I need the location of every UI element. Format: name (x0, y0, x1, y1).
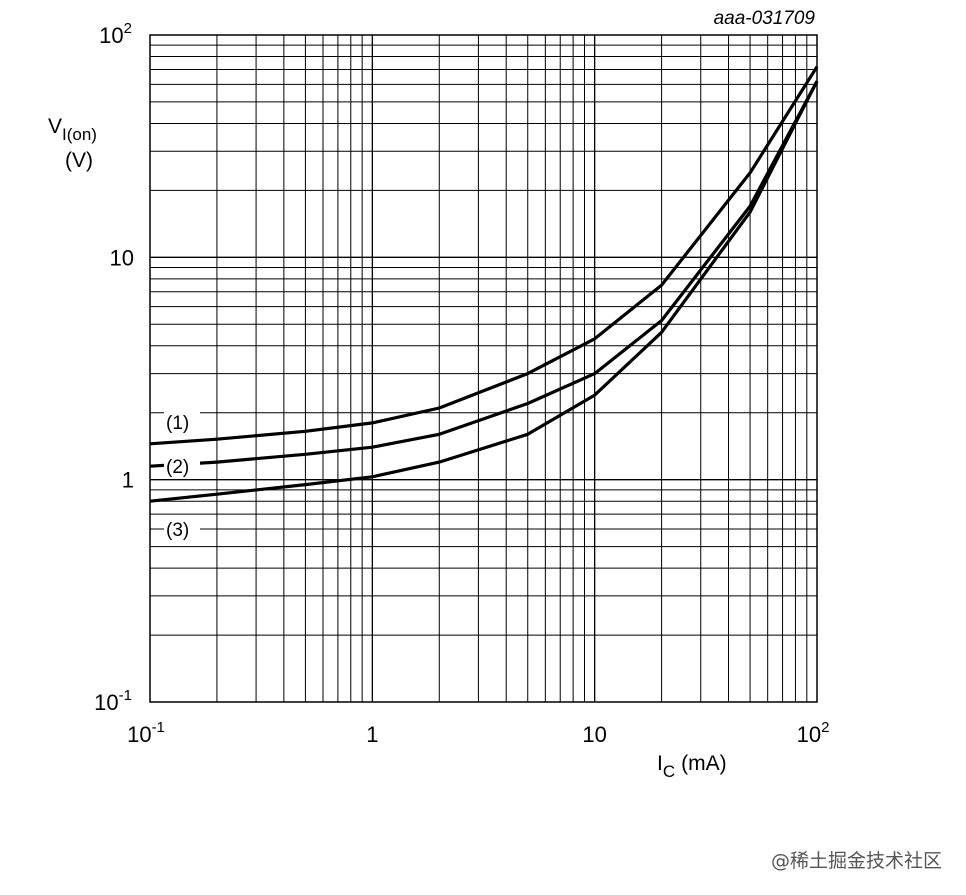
series-line-3 (149, 80, 819, 503)
series-label-3: (3) (166, 520, 189, 541)
x-tick-labels: 10-1 1 10 102 (127, 719, 829, 747)
y-tick-label: 102 (99, 20, 132, 48)
series-line-1 (149, 65, 819, 446)
series-label-1: (1) (166, 413, 189, 434)
chart-code: aaa-031709 (714, 8, 816, 29)
series-label-bg (164, 411, 200, 434)
grid (150, 35, 817, 702)
x-tick-label: 10 (582, 722, 606, 747)
series-label-bg (164, 456, 200, 479)
series-group: (1) (2) (3) (149, 65, 819, 542)
y-tick-labels: 10-1 1 10 102 (94, 20, 134, 715)
y-tick-label: 1 (122, 468, 134, 493)
x-tick-label: 10-1 (127, 719, 165, 747)
series-line-2 (149, 80, 819, 468)
y-tick-label: 10 (110, 245, 134, 270)
y-axis-label: VI(on) (48, 115, 97, 144)
x-tick-label: 1 (366, 722, 378, 747)
series-label-2: (2) (166, 457, 189, 478)
watermark: @稀土掘金技术社区 (770, 850, 942, 872)
series-label-bg (164, 519, 200, 542)
x-tick-label: 102 (797, 719, 830, 747)
y-tick-label: 10-1 (94, 687, 132, 715)
y-axis-unit: (V) (65, 149, 93, 172)
x-axis-label: IC (mA) (657, 752, 727, 781)
plot-frame (149, 34, 818, 703)
